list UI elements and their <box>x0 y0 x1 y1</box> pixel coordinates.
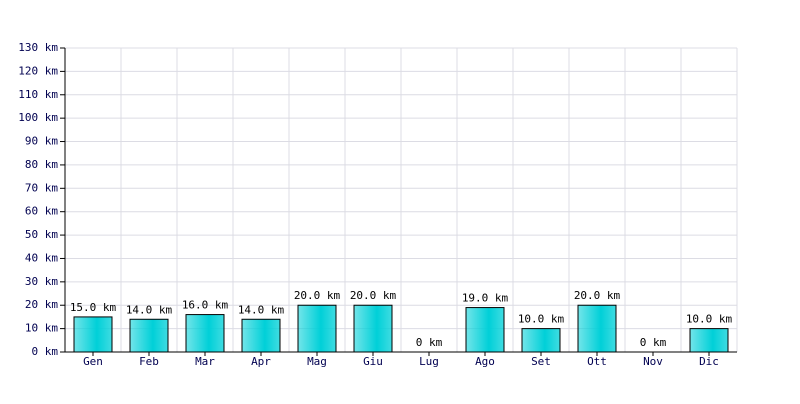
bar <box>689 328 729 353</box>
y-tick-label: 0 km <box>32 345 59 358</box>
y-tick-label: 80 km <box>25 158 58 171</box>
x-tick-label: Gen <box>83 355 103 368</box>
x-tick-label: Feb <box>139 355 159 368</box>
value-label: 20.0 km <box>574 289 621 302</box>
value-label: 0 km <box>640 336 667 349</box>
bar <box>577 304 617 353</box>
bar <box>297 304 337 353</box>
y-tick-label: 30 km <box>25 275 58 288</box>
bar <box>465 307 505 353</box>
y-tick-label: 60 km <box>25 205 58 218</box>
value-label: 14.0 km <box>238 303 285 316</box>
value-label: 20.0 km <box>350 289 397 302</box>
y-tick-label: 110 km <box>18 88 58 101</box>
value-label: 19.0 km <box>462 292 509 305</box>
bar <box>185 314 225 353</box>
y-tick-label: 20 km <box>25 298 58 311</box>
value-label: 20.0 km <box>294 289 341 302</box>
x-tick-label: Ott <box>587 355 607 368</box>
bar <box>129 318 169 353</box>
value-label: 14.0 km <box>126 303 173 316</box>
value-label: 16.0 km <box>182 299 229 312</box>
x-tick-label: Ago <box>475 355 495 368</box>
y-tick-label: 130 km <box>18 41 58 54</box>
value-label: 10.0 km <box>518 313 565 326</box>
x-tick-label: Apr <box>251 355 271 368</box>
x-tick-label: Giu <box>363 355 383 368</box>
bar <box>73 316 113 353</box>
x-tick-label: Lug <box>419 355 439 368</box>
x-tick-label: Mar <box>195 355 215 368</box>
bar <box>241 318 281 353</box>
y-tick-label: 50 km <box>25 228 58 241</box>
y-tick-label: 40 km <box>25 251 58 264</box>
value-label: 10.0 km <box>686 313 733 326</box>
x-tick-label: Nov <box>643 355 663 368</box>
y-tick-label: 70 km <box>25 181 58 194</box>
x-tick-label: Mag <box>307 355 327 368</box>
value-label: 0 km <box>416 336 443 349</box>
y-tick-label: 10 km <box>25 322 58 335</box>
y-tick-label: 120 km <box>18 64 58 77</box>
x-tick-label: Set <box>531 355 551 368</box>
value-label: 15.0 km <box>70 301 117 314</box>
bar <box>353 304 393 353</box>
x-tick-label: Dic <box>699 355 719 368</box>
bar <box>521 328 561 353</box>
y-tick-label: 90 km <box>25 135 58 148</box>
y-tick-label: 100 km <box>18 111 58 124</box>
